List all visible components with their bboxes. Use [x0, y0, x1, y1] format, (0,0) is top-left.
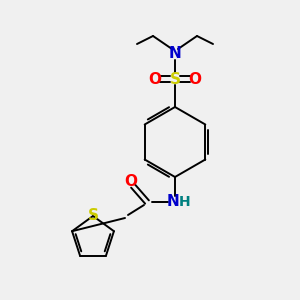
Text: N: N: [167, 194, 179, 209]
Text: S: S: [169, 71, 181, 86]
Text: O: O: [124, 173, 137, 188]
Text: O: O: [148, 71, 161, 86]
Text: S: S: [88, 208, 98, 224]
Text: O: O: [188, 71, 202, 86]
Text: N: N: [169, 46, 182, 62]
Text: H: H: [179, 195, 191, 209]
